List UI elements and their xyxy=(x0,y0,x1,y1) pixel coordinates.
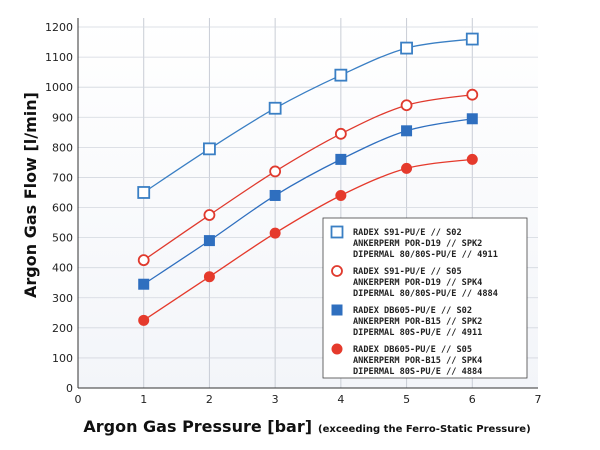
series-3-point-5 xyxy=(401,125,413,137)
y-tick-label-200: 200 xyxy=(52,322,73,335)
x-tick-labels: 0 1 2 3 4 5 6 7 xyxy=(75,393,542,406)
series-1-point-4 xyxy=(334,68,348,82)
y-tick-label-600: 600 xyxy=(52,202,73,215)
x-axis-title-line: Argon Gas Pressure [bar] (exceeding the F… xyxy=(83,417,530,436)
legend-text-4-1: RADEX DB605-PU/E // S05 xyxy=(353,345,472,355)
series-2-point-3 xyxy=(269,165,282,178)
series-2-point-2 xyxy=(203,209,216,221)
series-1-point-2 xyxy=(203,142,216,156)
series-4-point-1 xyxy=(138,314,150,326)
series-3-point-3 xyxy=(269,189,281,201)
series-4-point-2 xyxy=(203,271,215,283)
legend-box xyxy=(322,217,528,379)
series-4-point-5 xyxy=(401,162,413,174)
legend-text-4-2: ANKERPERM POR-B15 // SPK4 xyxy=(353,356,482,366)
legend-marker-1 xyxy=(330,225,344,239)
legend-text-2-2: ANKERPERM POR-D19 // SPK4 xyxy=(353,278,482,288)
series-3-point-6 xyxy=(466,113,478,125)
x-tick-label-5: 5 xyxy=(403,393,410,406)
series-1-point-1 xyxy=(137,186,151,199)
legend-text-1-3: DIPERMAL 80/80S-PU/E // 4911 xyxy=(353,250,498,260)
series-3-point-4 xyxy=(335,153,347,165)
y-tick-label-500: 500 xyxy=(52,232,73,245)
x-tick-label-7: 7 xyxy=(535,393,542,406)
y-tick-label-800: 800 xyxy=(52,141,73,154)
series-2-point-1 xyxy=(137,254,150,267)
legend-text-1-1: RADEX S91-PU/E // S02 xyxy=(353,228,462,238)
series-2-point-5 xyxy=(400,99,413,112)
y-tick-label-1200: 1200 xyxy=(45,21,73,34)
y-tick-label-900: 900 xyxy=(52,111,73,124)
x-tick-label-1: 1 xyxy=(140,393,147,406)
legend-text-4-3: DIPERMAL 80S-PU/E // 4884 xyxy=(353,367,482,377)
x-tick-label-4: 4 xyxy=(337,393,344,406)
series-3-curve xyxy=(143,118,473,285)
series-4-point-3 xyxy=(269,227,281,239)
x-axis-title: Argon Gas Pressure [bar] xyxy=(83,417,312,436)
series-1-point-3 xyxy=(268,101,282,115)
legend-text-3-2: ANKERPERM POR-B15 // SPK2 xyxy=(353,317,482,327)
series-2-point-6 xyxy=(466,88,479,101)
series-4-curve xyxy=(143,158,473,321)
x-tick-label-3: 3 xyxy=(272,393,279,406)
legend-marker-3 xyxy=(331,304,343,316)
axes xyxy=(77,18,538,389)
legend-text-2-3: DIPERMAL 80/80S-PU/E // 4884 xyxy=(353,289,498,299)
y-tick-label-400: 400 xyxy=(52,262,73,275)
legend-text-3-3: DIPERMAL 80S-PU/E // 4911 xyxy=(353,328,482,338)
legend-marker-2 xyxy=(331,265,343,277)
series-1-point-5 xyxy=(400,41,413,55)
y-tick-label-700: 700 xyxy=(52,171,73,184)
legend-text-2-1: RADEX S91-PU/E // S05 xyxy=(353,267,462,277)
series-markers xyxy=(137,32,479,326)
series-4-point-6 xyxy=(466,153,478,165)
legend-text-3-1: RADEX DB605-PU/E // S02 xyxy=(353,306,472,316)
legend-text-1-2: ANKERPERM POR-D19 // SPK2 xyxy=(353,239,482,249)
series-4-point-4 xyxy=(335,189,347,201)
y-tick-label-0: 0 xyxy=(66,382,73,395)
series-1-point-6 xyxy=(465,32,479,46)
x-tick-label-6: 6 xyxy=(469,393,476,406)
x-tick-label-0: 0 xyxy=(75,393,82,406)
y-tick-label-100: 100 xyxy=(52,352,73,365)
x-axis-note: (exceeding the Ferro-Static Pressure) xyxy=(318,424,531,435)
y-tick-label-1000: 1000 xyxy=(45,81,73,94)
y-tick-labels: 0 100 200 300 400 500 600 700 800 900 1000 1100 1200 xyxy=(45,21,73,395)
y-tick-label-300: 300 xyxy=(52,292,73,305)
series-2-point-4 xyxy=(334,127,347,140)
y-tick-label-1100: 1100 xyxy=(45,51,73,64)
y-axis-title: Argon Gas Flow [l/min] xyxy=(21,92,40,298)
legend-marker-4 xyxy=(331,343,343,355)
series-3-point-1 xyxy=(138,278,150,290)
series-3-point-2 xyxy=(203,235,215,247)
x-tick-label-2: 2 xyxy=(206,393,213,406)
series-2-curve xyxy=(143,94,473,261)
